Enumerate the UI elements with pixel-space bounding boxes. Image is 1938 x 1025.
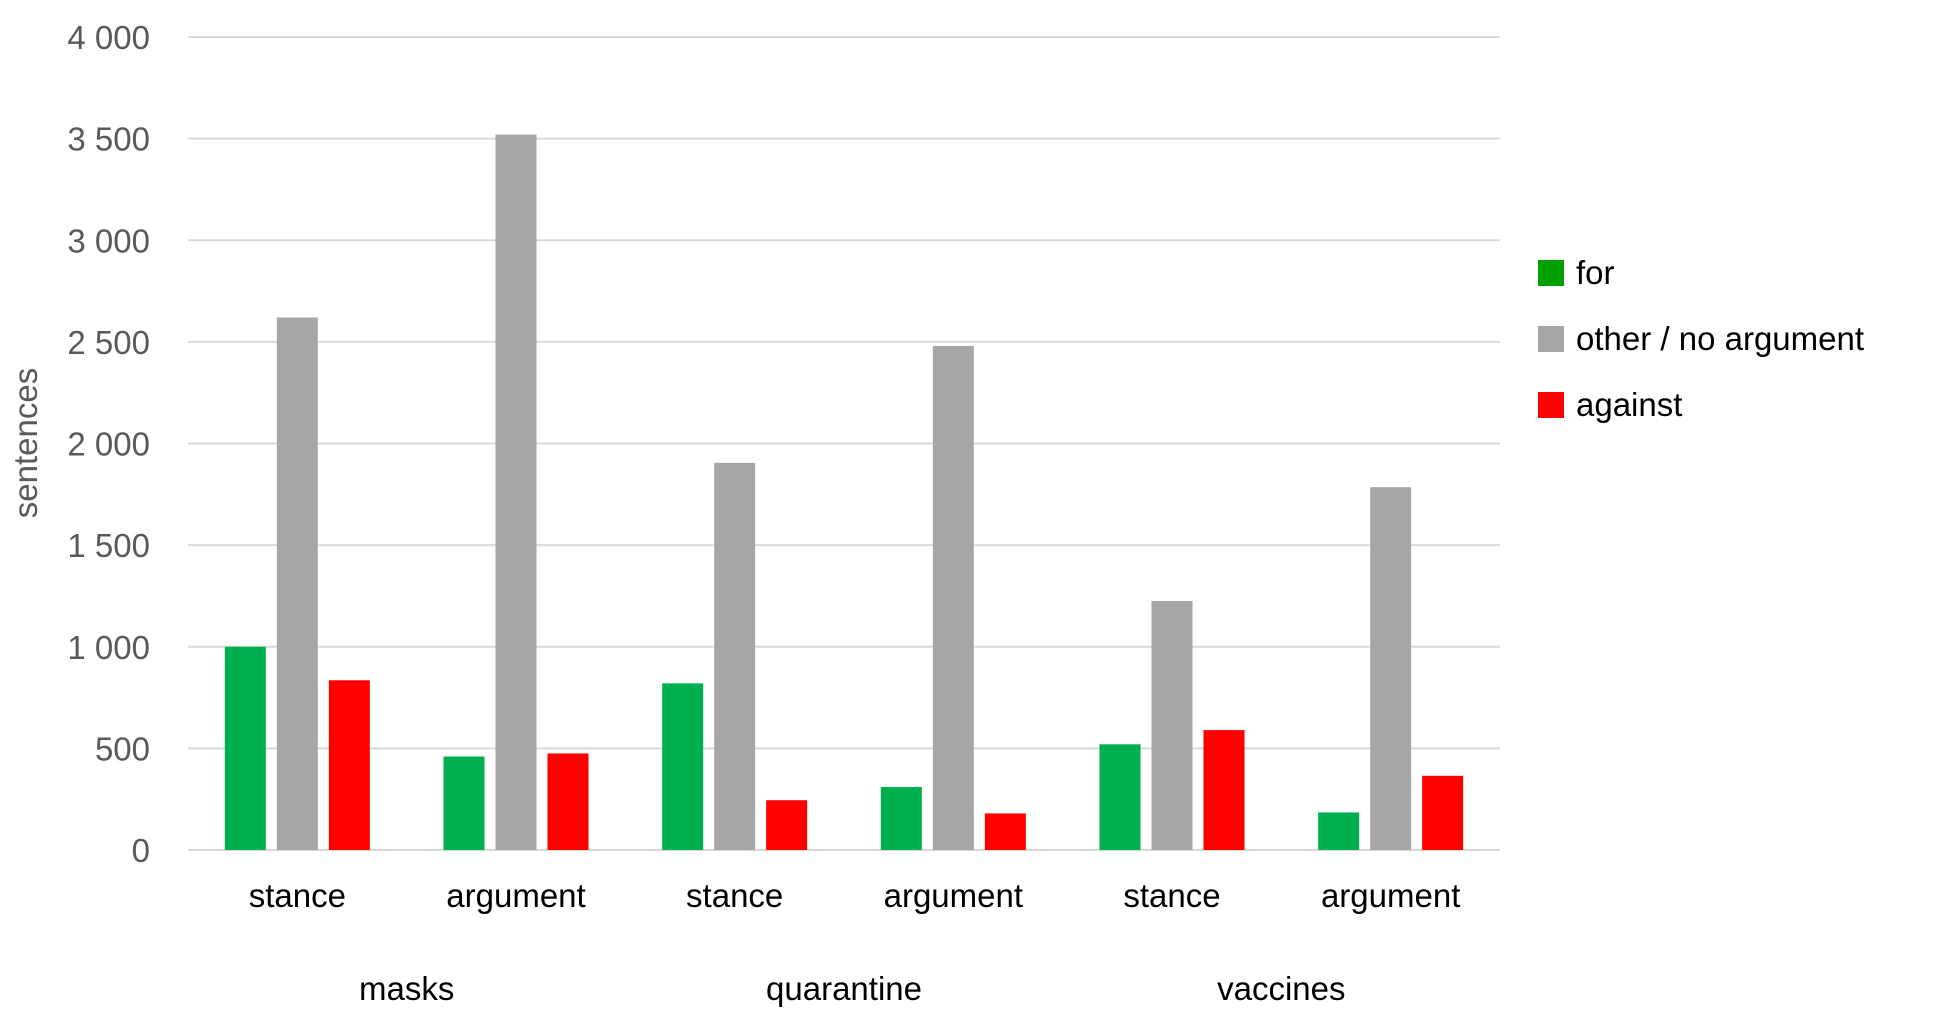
y-tick-label: 1 500 — [67, 527, 150, 564]
bar-other-no-argument — [1370, 487, 1412, 850]
bar-against — [1422, 775, 1464, 850]
x-group-label: quarantine — [766, 970, 922, 1007]
y-tick-label: 2 000 — [67, 426, 150, 463]
legend-item: against — [1538, 372, 1864, 438]
bar-for — [224, 646, 266, 850]
legend-swatch — [1538, 392, 1564, 418]
x-category-label: argument — [1321, 877, 1460, 914]
bar-other-no-argument — [932, 345, 974, 850]
bar-against — [984, 813, 1026, 850]
x-group-label: masks — [359, 970, 454, 1007]
legend-item: other / no argument — [1538, 306, 1864, 372]
x-axis-categories: stance argument stance argument stance argume… — [249, 877, 1461, 914]
bar-against — [547, 753, 589, 850]
y-axis-title: sentences — [7, 368, 44, 518]
legend-label: for — [1576, 254, 1615, 291]
y-tick-label: 3 000 — [67, 222, 150, 259]
x-category-label: stance — [686, 877, 783, 914]
legend-swatch — [1538, 326, 1564, 352]
y-tick-label: 0 — [132, 832, 150, 869]
bar-other-no-argument — [276, 317, 318, 850]
x-category-label: argument — [446, 877, 585, 914]
bar-against — [1203, 730, 1245, 850]
legend-label: other / no argument — [1576, 320, 1865, 357]
x-category-label: argument — [884, 877, 1023, 914]
bar-for — [662, 683, 704, 850]
x-group-label: vaccines — [1217, 970, 1345, 1007]
bar-other-no-argument — [1151, 601, 1193, 850]
bar-against — [328, 680, 370, 850]
y-tick-label: 3 500 — [67, 121, 150, 158]
bar-for — [880, 786, 922, 850]
y-tick-label: 4 000 — [67, 19, 150, 56]
x-axis-groups: masks quarantine vaccines — [359, 970, 1346, 1007]
legend-label: against — [1576, 386, 1683, 423]
y-tick-label: 1 000 — [67, 629, 150, 666]
x-category-label: stance — [249, 877, 346, 914]
bar-for — [1318, 812, 1360, 850]
bar-for — [1099, 744, 1141, 850]
bar-other-no-argument — [714, 462, 756, 850]
gridlines — [188, 36, 1500, 851]
y-axis-ticks: 0 500 1 000 1 500 2 000 2 500 3 000 3 500 4 000 — [67, 19, 150, 869]
bar-for — [443, 756, 485, 850]
legend-swatch — [1538, 260, 1564, 286]
bar-against — [766, 800, 808, 850]
x-category-label: stance — [1123, 877, 1220, 914]
bars — [224, 134, 1464, 850]
y-tick-label: 2 500 — [67, 324, 150, 361]
y-tick-label: 500 — [95, 730, 150, 767]
legend: for other / no argument against — [1538, 240, 1864, 438]
legend-item: for — [1538, 240, 1864, 306]
bar-other-no-argument — [495, 134, 537, 850]
